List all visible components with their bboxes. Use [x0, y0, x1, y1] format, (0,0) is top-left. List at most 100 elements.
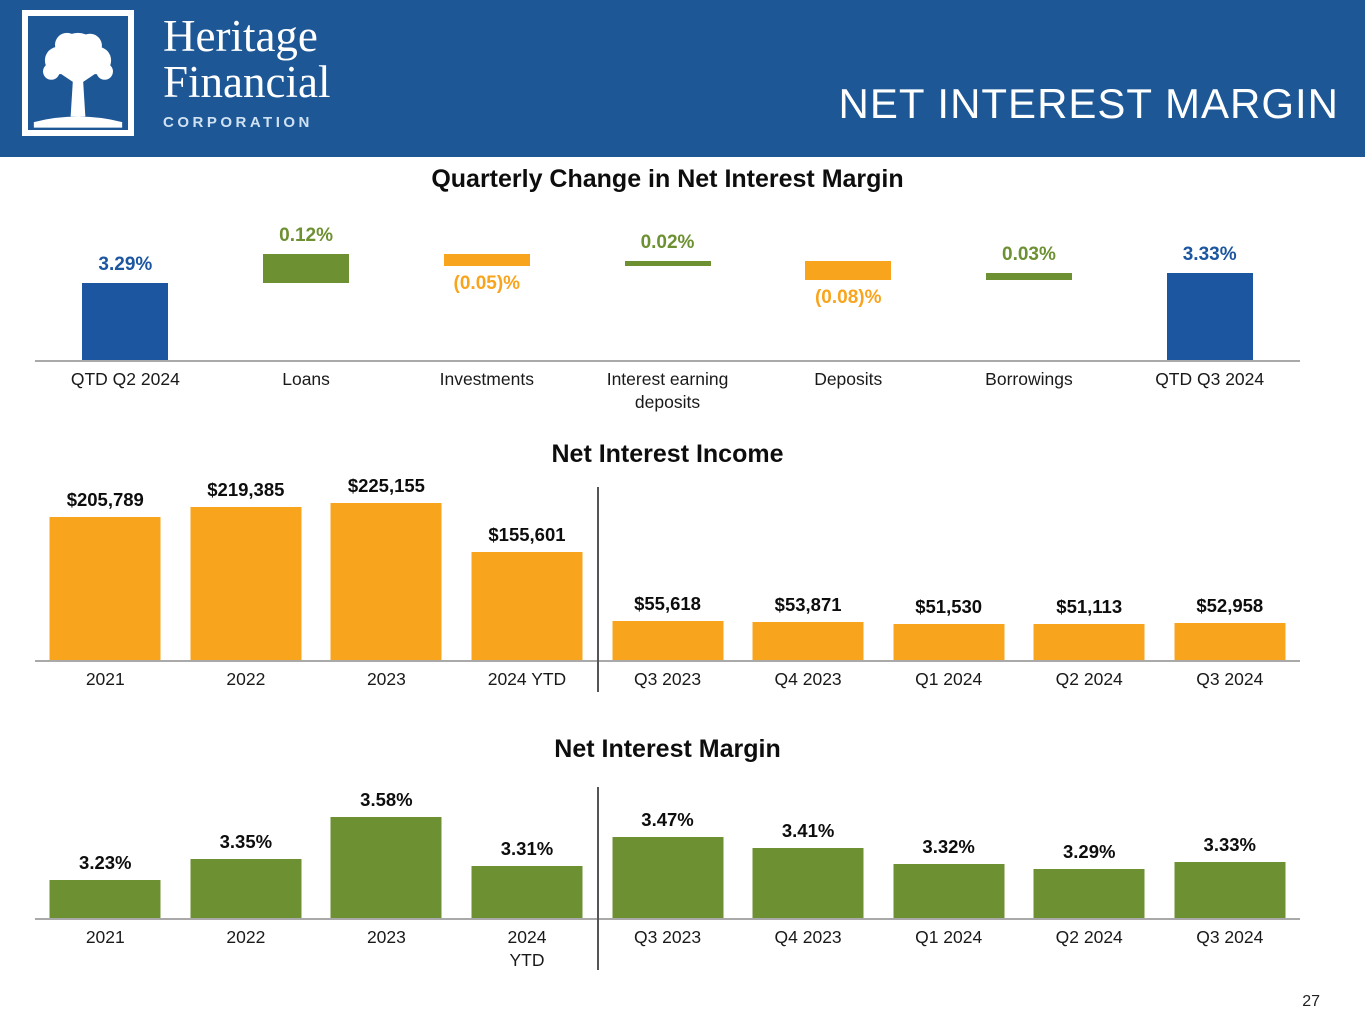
brand-name-line1: Heritage: [163, 11, 318, 61]
chart-column: 3.31%: [457, 770, 598, 918]
chart-column: 0.03%: [939, 195, 1120, 360]
bar-value-label: 3.32%: [922, 836, 975, 857]
bar-value-label: $52,958: [1196, 595, 1264, 617]
margin-bar: [471, 865, 583, 918]
chart-column: $51,113: [1019, 475, 1160, 660]
x-axis-label: 2022: [226, 927, 266, 947]
margin-bar: [612, 837, 724, 918]
company-logo: [22, 10, 134, 136]
waterfall-bar: [624, 261, 711, 267]
chart-column: $205,789: [35, 475, 176, 660]
waterfall-bar: [1166, 273, 1253, 360]
x-axis-label: Q2 2024: [1055, 669, 1123, 689]
brand-block: Heritage Financial CORPORATION: [163, 11, 330, 131]
chart-column: 3.58%: [316, 770, 457, 918]
margin-plot-area: 3.23% 3.35% 3.58% 3.31% 3.47% 3.41% 3.32% 3.29%…: [35, 770, 1300, 920]
x-axis-label: Interest earning deposits: [606, 369, 729, 412]
chart-column: $51,530: [878, 475, 1019, 660]
margin-bar: [1033, 869, 1145, 918]
x-axis-label: Borrowings: [985, 369, 1073, 389]
annual-quarterly-divider: [597, 487, 600, 692]
bar-value-label: $155,601: [488, 523, 566, 545]
x-axis-label: 2023: [366, 669, 406, 689]
x-axis-label: Q4 2023: [774, 669, 842, 689]
chart-column: $55,618: [597, 475, 738, 660]
x-axis-label: 2022: [226, 669, 266, 689]
bar-value-label: $225,155: [347, 475, 425, 496]
x-axis-label: Q1 2024: [915, 927, 983, 947]
bar-value-label: 3.58%: [360, 789, 413, 811]
chart-column: $53,871: [738, 475, 879, 660]
margin-bar: [893, 864, 1005, 918]
x-axis-label: QTD Q2 2024: [70, 369, 180, 389]
x-axis-label: Q3 2024: [1196, 927, 1264, 947]
bar-value-label: 3.29%: [98, 253, 153, 275]
income-bar: [190, 507, 302, 660]
margin-bar: [330, 817, 442, 918]
x-axis-label: Investments: [439, 369, 534, 389]
x-axis-label: 2024 YTD: [507, 927, 547, 970]
chart-column: 3.47%: [597, 770, 738, 918]
bar-value-label: $205,789: [66, 488, 144, 510]
chart-column: (0.08)%: [758, 195, 939, 360]
bar-value-label: $51,530: [915, 596, 983, 618]
chart-column: 3.29%: [1019, 770, 1160, 918]
bar-value-label: 0.12%: [279, 224, 334, 246]
waterfall-bar: [805, 261, 892, 281]
x-axis-label: 2024 YTD: [487, 669, 567, 689]
bar-value-label: 3.31%: [500, 837, 554, 859]
income-bar: [612, 621, 724, 660]
net-interest-margin-chart: Net Interest Margin 3.23% 3.35% 3.58% 3.31%…: [35, 735, 1300, 1005]
waterfall-x-axis: QTD Q2 2024 Loans Investments Interest earn…: [35, 368, 1300, 414]
x-axis-label: 2021: [85, 927, 125, 947]
chart-column: 3.29%: [35, 195, 216, 360]
income-bar: [752, 622, 864, 660]
income-bar: [893, 624, 1005, 660]
bar-value-label: $219,385: [207, 479, 285, 501]
bar-value-label: 3.33%: [1203, 834, 1257, 856]
bar-value-label: 3.33%: [1182, 244, 1237, 266]
margin-bar: [752, 847, 864, 918]
waterfall-bar: [443, 253, 530, 267]
income-bar: [471, 551, 583, 660]
bar-value-label: (0.05)%: [453, 273, 521, 294]
bar-value-label: 3.41%: [781, 819, 835, 841]
x-axis-label: Loans: [282, 369, 330, 389]
income-chart-title: Net Interest Income: [551, 440, 784, 468]
waterfall-bar: [985, 273, 1072, 281]
brand-name-line3: CORPORATION: [163, 113, 313, 131]
chart-column: $225,155: [316, 475, 457, 660]
x-axis-label: Q1 2024: [915, 669, 983, 689]
income-x-axis: 2021 2022 2023 2024 YTD Q3 2023 Q4 2023 Q1 202…: [35, 668, 1300, 691]
bar-value-label: 0.02%: [640, 232, 695, 254]
margin-bar: [190, 858, 302, 918]
chart-column: 3.32%: [878, 770, 1019, 918]
page-title: NET INTEREST MARGIN: [838, 80, 1339, 127]
margin-bar: [1174, 862, 1286, 918]
tree-icon: [33, 32, 123, 128]
x-axis-label: Q4 2023: [774, 927, 842, 947]
bar-value-label: (0.08)%: [814, 287, 882, 309]
net-interest-income-chart: Net Interest Income $205,789 $219,385 $225…: [35, 440, 1300, 720]
waterfall-plot-area: 3.29% 0.12% (0.05)% 0.02% (0.08)% 0.03% 3.33%: [35, 195, 1300, 362]
bar-value-label: 0.03%: [1002, 244, 1056, 266]
x-axis-label: QTD Q3 2024: [1155, 369, 1265, 389]
chart-column: 3.33%: [1119, 195, 1300, 360]
chart-column: (0.05)%: [396, 195, 577, 360]
chart-column: 0.12%: [216, 195, 397, 360]
x-axis-label: Q2 2024: [1055, 927, 1123, 947]
bar-value-label: $55,618: [634, 593, 701, 615]
annual-quarterly-divider: [597, 787, 600, 970]
header-band: Heritage Financial CORPORATION NET INTER…: [0, 0, 1365, 157]
bar-value-label: 3.47%: [641, 809, 694, 830]
chart-column: $52,958: [1160, 475, 1301, 660]
x-axis-label: Deposits: [814, 369, 883, 389]
x-axis-label: Q3 2023: [633, 927, 702, 947]
chart-column: $155,601: [457, 475, 598, 660]
income-bar: [1033, 624, 1145, 660]
bar-value-label: 3.23%: [79, 852, 132, 874]
chart-column: 3.41%: [738, 770, 879, 918]
chart-column: 3.23%: [35, 770, 176, 918]
income-bar: [1174, 623, 1286, 660]
